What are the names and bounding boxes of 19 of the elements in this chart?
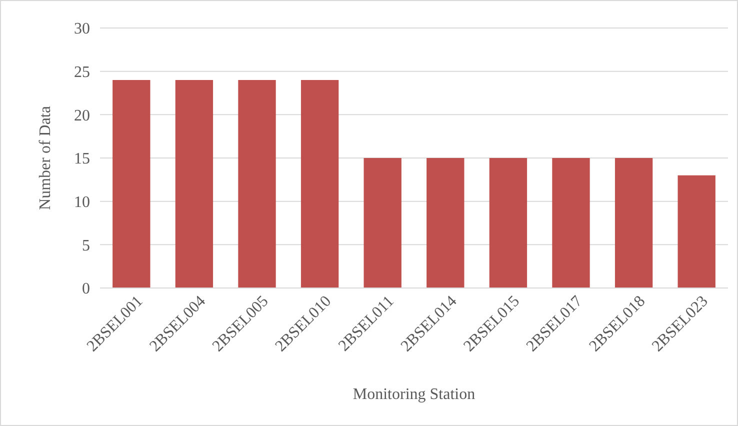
y-tick-label: 5: [82, 237, 90, 254]
y-tick-label: 15: [74, 150, 90, 168]
bar: [364, 158, 402, 288]
bar: [614, 158, 653, 288]
bar: [112, 80, 150, 288]
y-tick-label: 10: [74, 194, 90, 211]
bar: [678, 175, 716, 288]
bar: [552, 158, 590, 288]
bar: [175, 80, 214, 288]
y-tick-label: 30: [74, 20, 90, 38]
bar: [300, 80, 339, 288]
y-tick-label: 25: [74, 64, 90, 81]
bar: [426, 158, 464, 288]
bar: [489, 158, 528, 288]
y-tick-label: 0: [82, 280, 90, 298]
y-axis-title: Number of Data: [37, 106, 54, 210]
x-axis-title: Monitoring Station: [352, 386, 476, 403]
y-tick-label: 20: [74, 107, 90, 124]
bar: [238, 80, 276, 288]
